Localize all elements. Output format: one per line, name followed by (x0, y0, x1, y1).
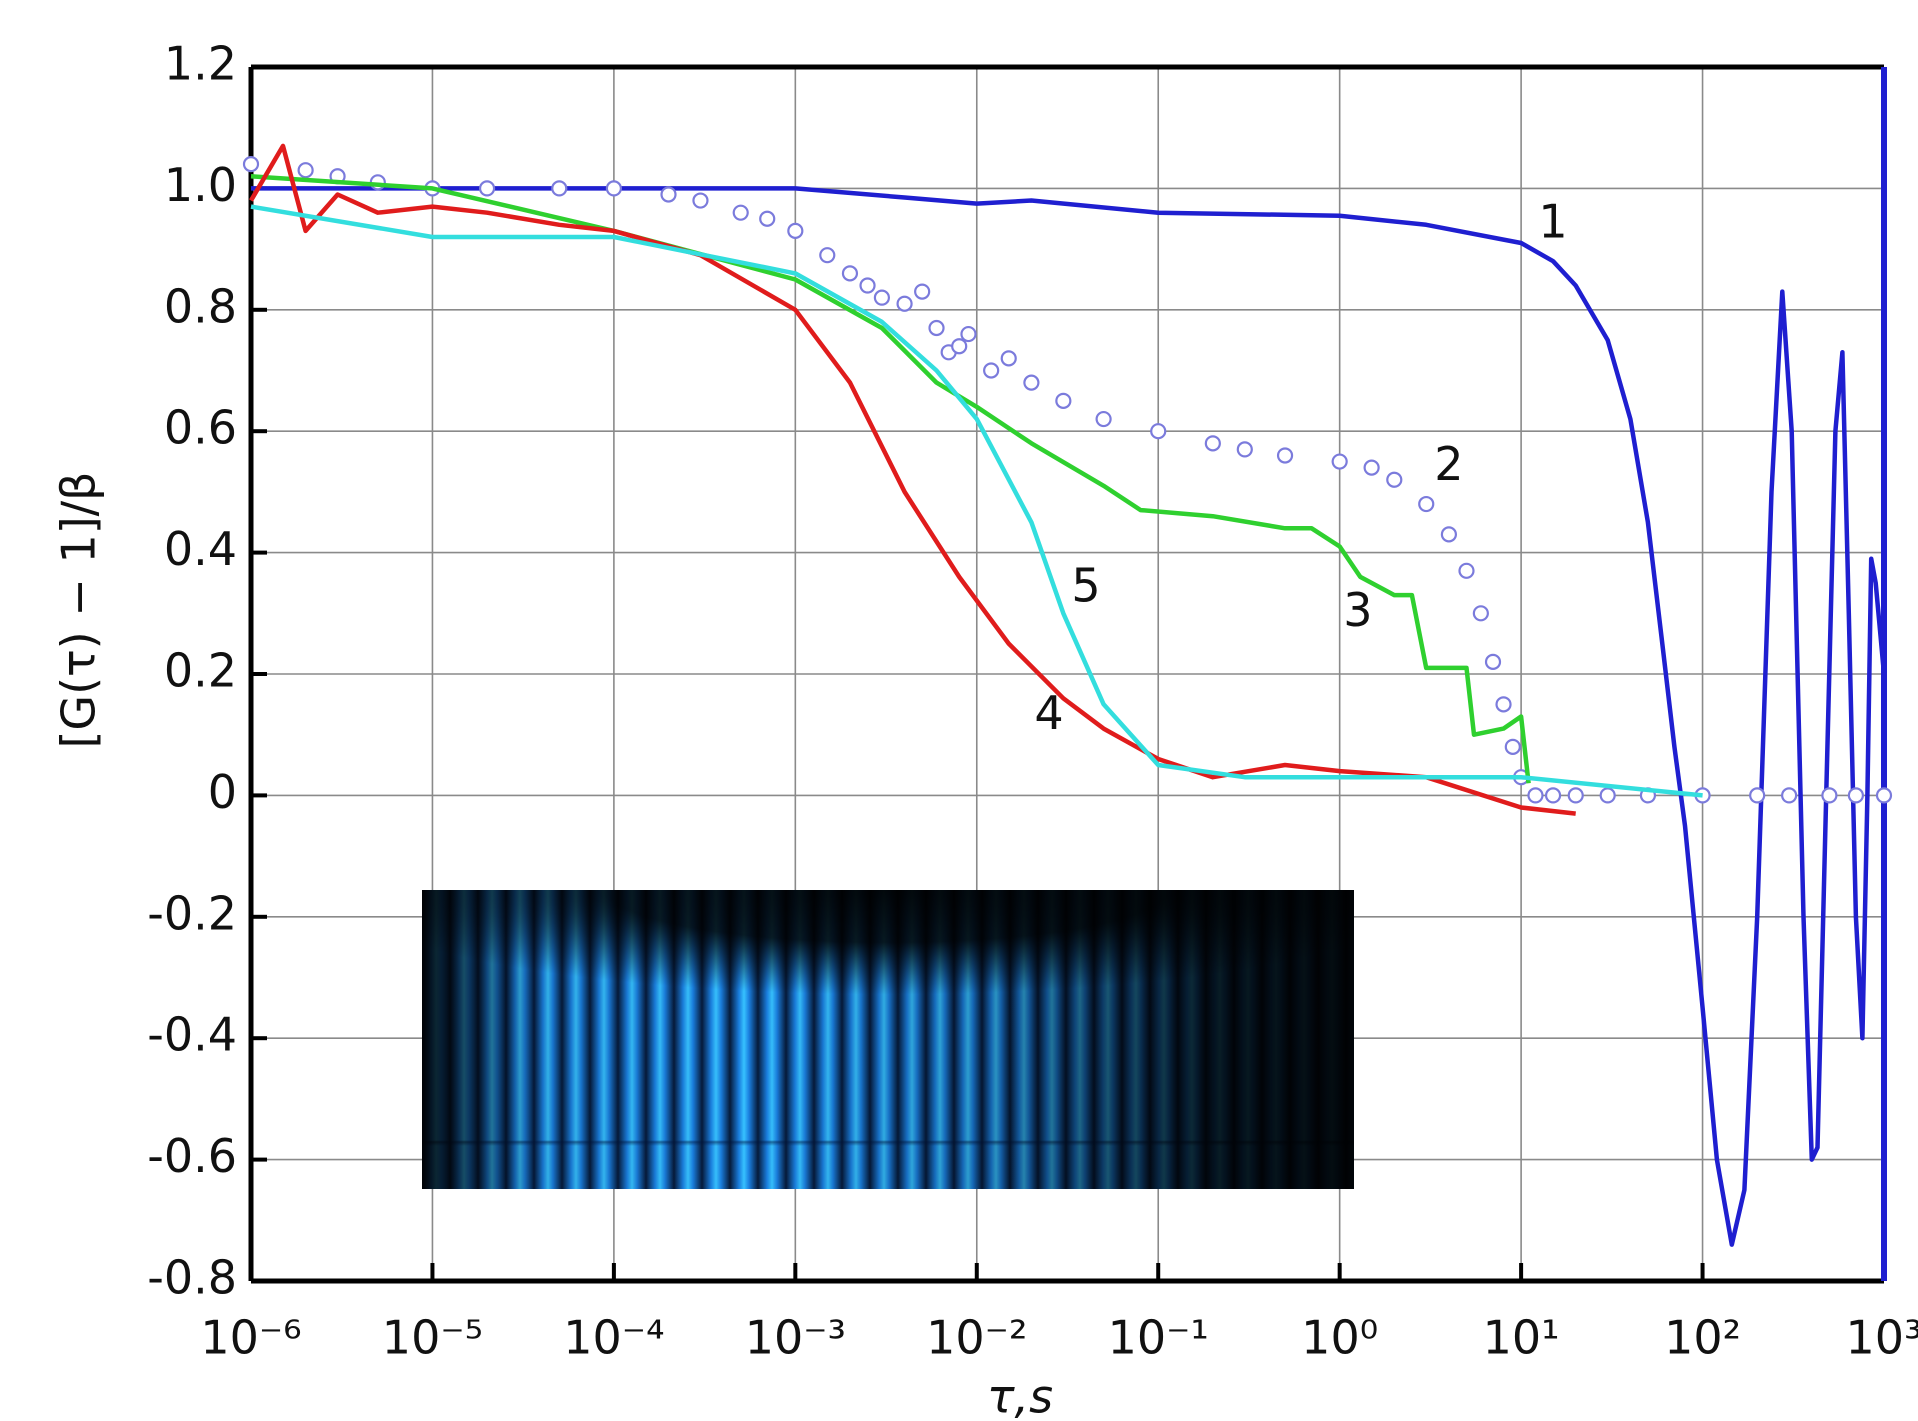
y-tick-label: 0.6 (164, 401, 237, 455)
data-point (242, 156, 260, 173)
curve-label: 4 (1034, 686, 1063, 740)
y-tick-label: -0.6 (147, 1129, 237, 1183)
plot-area (242, 143, 1893, 1247)
data-point (819, 247, 836, 264)
y-tick-label: -0.4 (147, 1008, 237, 1062)
series-line (251, 186, 1887, 1247)
x-tick-label: 10⁻² (926, 1311, 1027, 1365)
x-tick-label: 10⁻³ (745, 1311, 846, 1365)
data-point (1472, 605, 1489, 622)
inset-image (422, 890, 1354, 1189)
data-point (1363, 459, 1380, 476)
data-point (1055, 392, 1072, 409)
data-point (1749, 787, 1766, 804)
data-point (841, 265, 859, 282)
y-tick-label: -0.2 (147, 886, 237, 940)
data-point (1440, 526, 1458, 543)
data-point (1599, 787, 1616, 804)
data-point (551, 180, 568, 197)
data-point (1504, 738, 1521, 755)
x-tick-label: 10⁰ (1301, 1311, 1378, 1365)
data-point (1821, 787, 1838, 804)
y-tick-label: 0.4 (164, 522, 237, 576)
data-point (660, 186, 677, 203)
x-tick-label: 10⁻¹ (1108, 1311, 1209, 1365)
data-point (297, 162, 314, 179)
data-point (732, 204, 749, 221)
y-tick-label: 1.0 (164, 158, 237, 212)
data-point (1386, 471, 1403, 488)
data-point (1000, 350, 1017, 367)
data-point (928, 319, 945, 337)
data-point (1527, 787, 1544, 804)
data-point (1095, 410, 1112, 428)
x-tick-label: 10¹ (1483, 1311, 1560, 1365)
data-point (1276, 447, 1294, 464)
data-point (1544, 787, 1562, 804)
curve-label: 2 (1434, 437, 1463, 491)
data-point (478, 180, 496, 197)
data-point (1418, 495, 1435, 513)
x-tick-label: 10⁻⁶ (200, 1311, 301, 1365)
x-tick-label: 10³ (1846, 1311, 1918, 1365)
data-point (692, 192, 709, 209)
y-tick-label: 0.8 (164, 279, 237, 333)
data-point (1023, 374, 1040, 391)
curve-label: 1 (1538, 194, 1567, 248)
x-tick-label: 10⁻⁵ (382, 1311, 483, 1365)
data-point (951, 338, 968, 355)
data-point (873, 289, 891, 306)
data-point (787, 222, 804, 239)
y-tick-label: -0.8 (147, 1251, 237, 1305)
data-point (983, 362, 1000, 379)
x-axis-label: τ,s (987, 1370, 1053, 1421)
curve-label: 5 (1071, 559, 1100, 613)
data-point (914, 283, 931, 300)
y-axis-label: [G(τ) − 1]/β (52, 471, 106, 748)
data-point (1331, 453, 1348, 470)
series-line (250, 204, 1703, 798)
data-point (1847, 787, 1864, 804)
y-tick-label: 1.2 (164, 37, 237, 91)
data-point (1484, 653, 1502, 670)
data-point (1781, 787, 1798, 804)
x-tick-label: 10² (1664, 1311, 1741, 1365)
data-point (896, 295, 913, 312)
series-line (250, 174, 1531, 784)
curve-label: 3 (1343, 583, 1372, 637)
data-point (759, 210, 776, 227)
data-point (1204, 435, 1221, 452)
data-point (960, 325, 977, 343)
data-point (859, 277, 876, 294)
data-point (1567, 787, 1584, 804)
data-point (605, 180, 622, 197)
data-point (1150, 423, 1167, 440)
x-tick-label: 10⁻⁴ (563, 1311, 664, 1365)
data-point (1458, 562, 1475, 579)
series-line (249, 143, 1576, 816)
y-tick-label: 0 (208, 765, 237, 819)
data-point (1495, 696, 1512, 713)
y-tick-label: 0.2 (164, 644, 237, 698)
data-point (1875, 787, 1893, 804)
data-point (1236, 441, 1253, 458)
